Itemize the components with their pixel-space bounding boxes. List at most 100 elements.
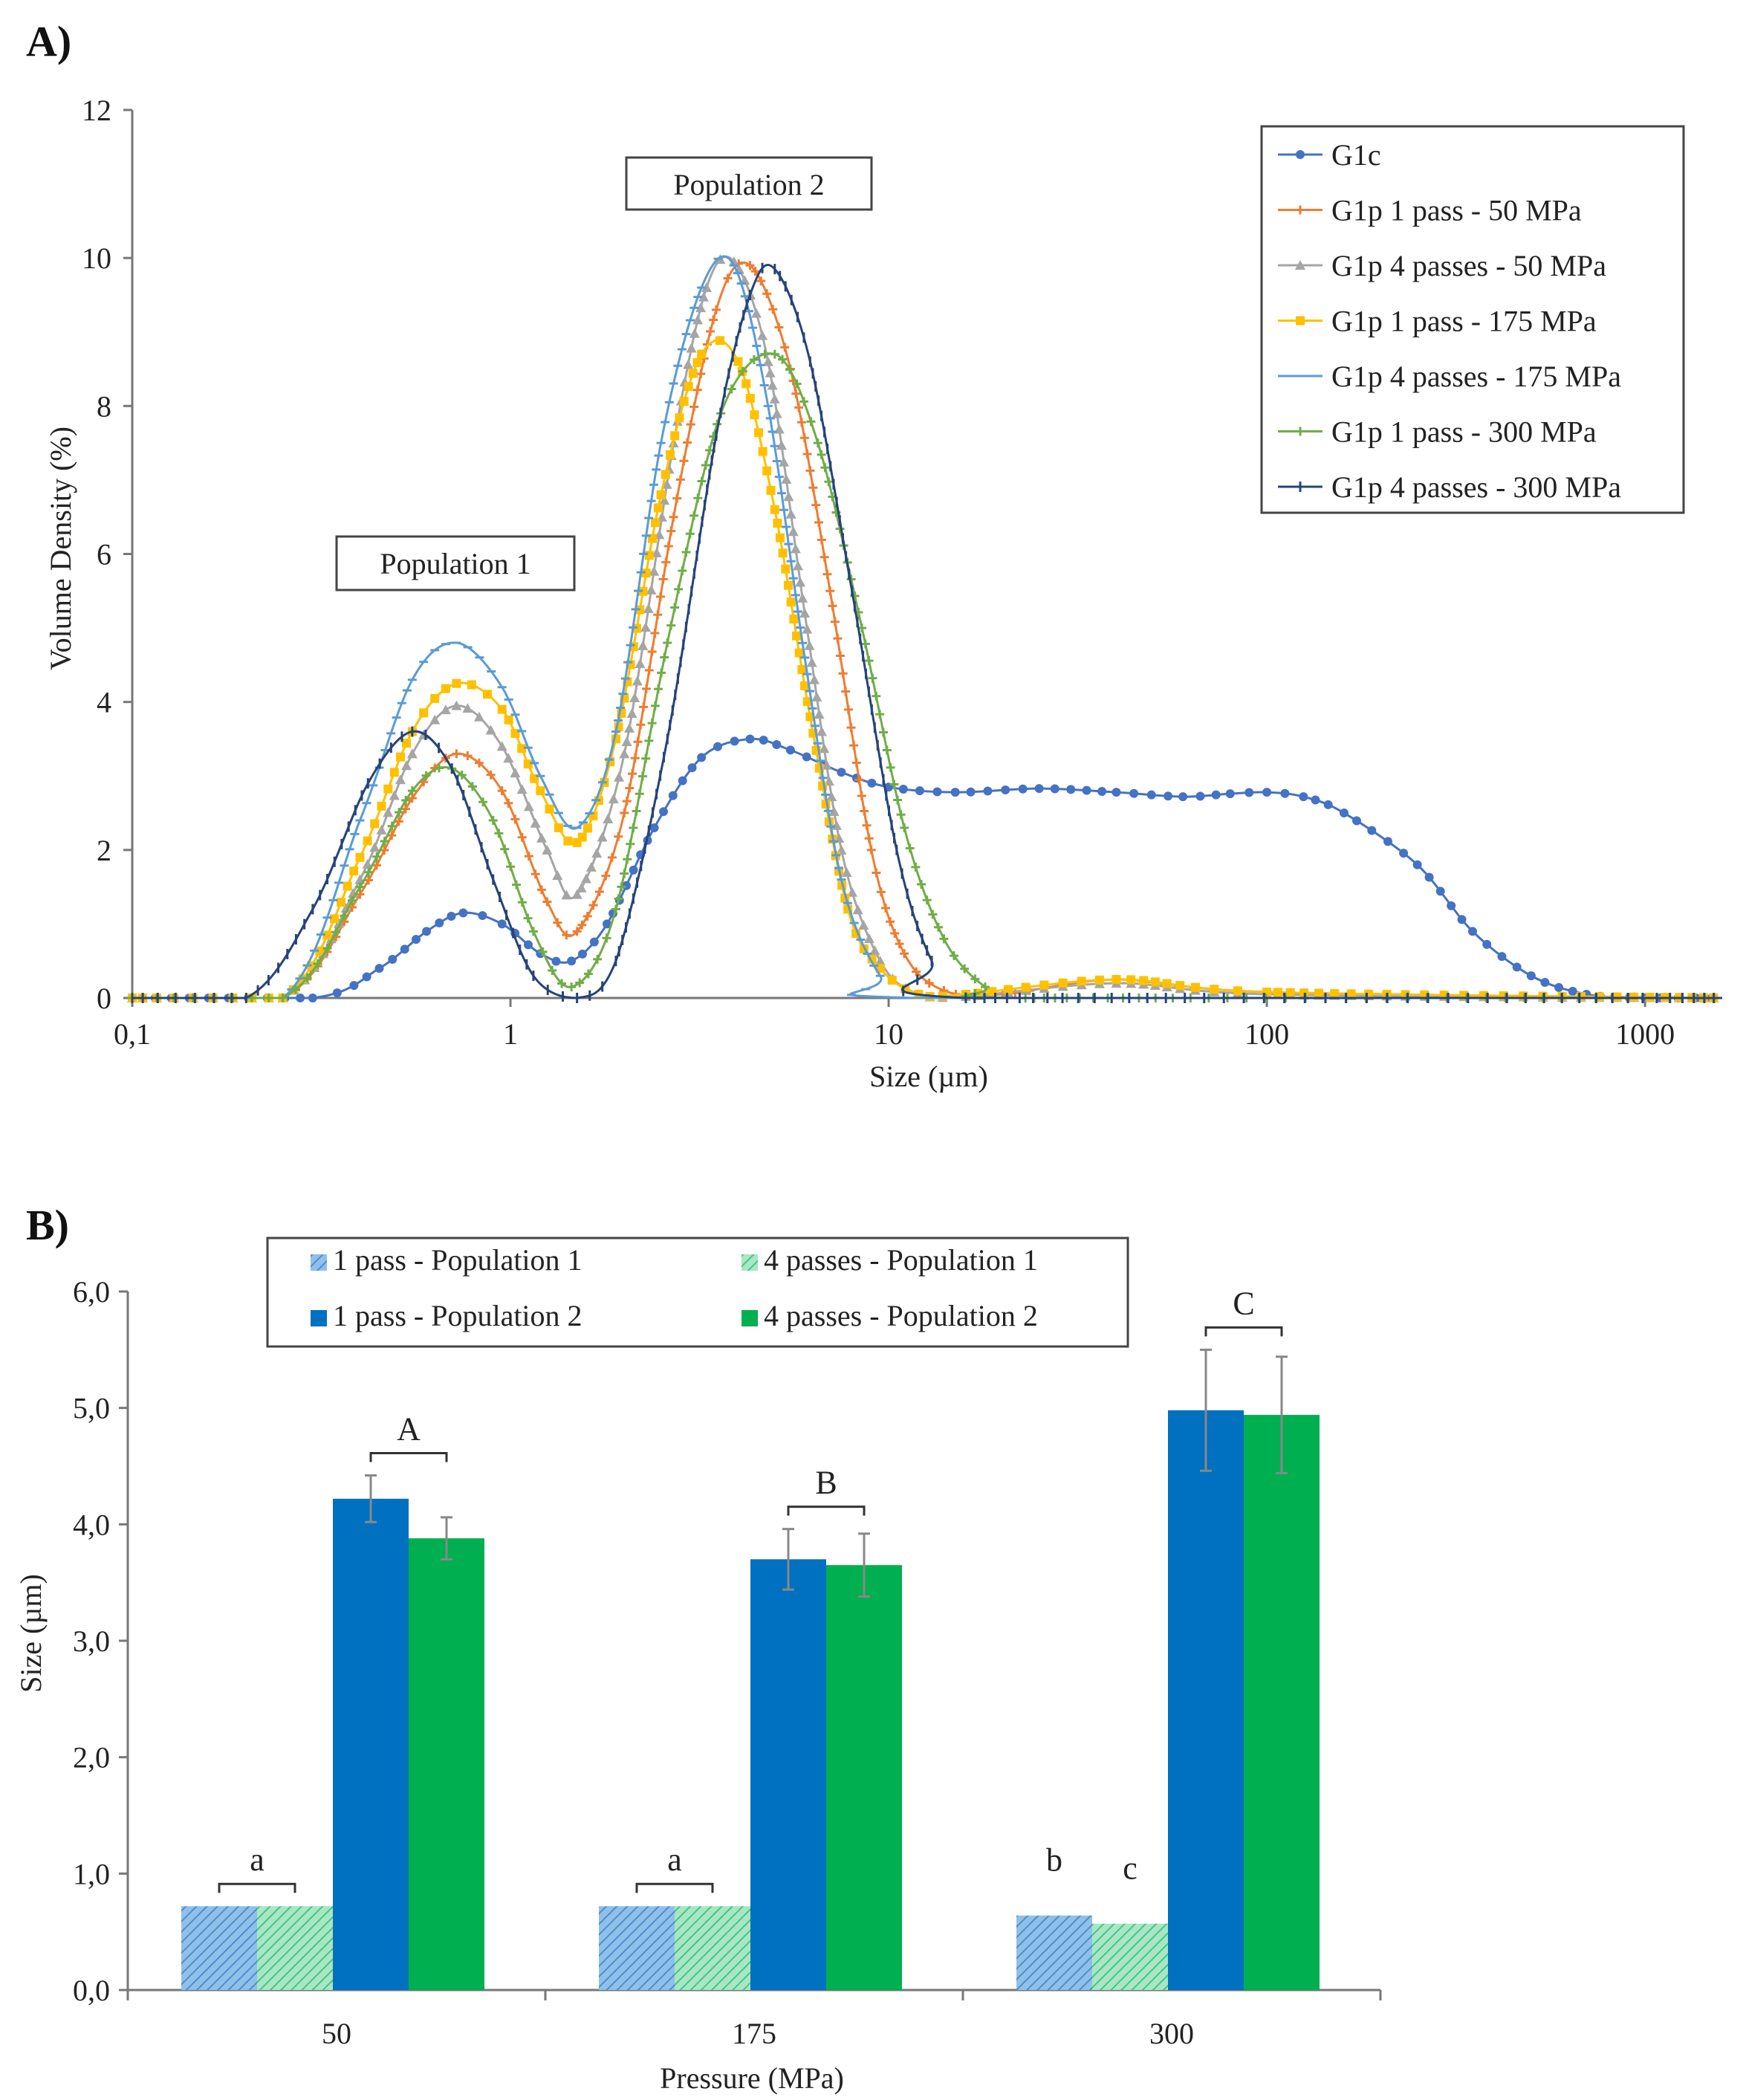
series-1-point (860, 806, 869, 816)
series-1-point (843, 704, 853, 714)
series-5-point (494, 829, 504, 838)
series-0-point (435, 918, 444, 927)
series-1-point (630, 754, 640, 763)
series-5-point (660, 652, 669, 662)
series-2-point (608, 794, 619, 804)
series-1-point (536, 885, 546, 895)
legend-label: 1 pass - Population 1 (333, 1243, 582, 1277)
series-1-point (524, 852, 533, 861)
series-5-point (488, 816, 498, 825)
series-3-point (322, 930, 332, 940)
series-1-point (799, 433, 809, 443)
series-3-point (762, 466, 772, 476)
series-3-point (773, 519, 782, 528)
series-2-point (852, 904, 863, 915)
series-0-point (1568, 987, 1577, 996)
series-1-point (675, 475, 685, 485)
significance-letter: A (397, 1411, 421, 1448)
series-3-point (776, 533, 785, 542)
series-2-point (771, 408, 782, 418)
series-1-point (686, 420, 695, 430)
series-3-point (430, 693, 440, 703)
series-5-point (738, 366, 747, 376)
series-3-point (797, 665, 807, 675)
series-5-point (875, 710, 885, 719)
series-5-point (364, 867, 374, 877)
series-2-point (440, 704, 451, 715)
series-5-point (980, 982, 990, 992)
series-2-point (751, 308, 762, 318)
series-5-point (617, 882, 626, 892)
series-3-point (1021, 982, 1031, 992)
series-0-point (730, 736, 739, 746)
series-5-point (528, 927, 538, 936)
series-1-point (400, 804, 410, 814)
series-5-point (666, 620, 676, 630)
series-3-point (679, 397, 689, 406)
series-1-point (452, 749, 461, 759)
series-3-point (1094, 975, 1104, 985)
legend-marker (1296, 150, 1305, 159)
series-2-point (591, 848, 603, 858)
series-2-point (561, 889, 572, 900)
series-2-point (429, 714, 441, 725)
series-3-point (1190, 982, 1200, 992)
series-1-point (692, 385, 702, 395)
series-1-point (846, 723, 856, 733)
series-5-point (380, 836, 389, 846)
series-0-point (1195, 791, 1205, 801)
series-1-point (862, 820, 872, 830)
series-3-point (363, 836, 372, 846)
series-5-point (799, 397, 809, 406)
panel-a-y-tick-label: 12 (82, 94, 111, 127)
panel-a-x-tick-label: 100 (1244, 1017, 1289, 1051)
series-3-point (770, 505, 779, 514)
significance-bracket (787, 1506, 866, 1516)
series-5-point (395, 808, 404, 817)
series-1-point (838, 669, 848, 678)
series-5-point (264, 994, 273, 1002)
series-5-point (917, 880, 926, 889)
series-1-point (641, 684, 651, 693)
series-0-point (649, 823, 659, 832)
series-5-point (928, 910, 938, 919)
series-2-point (516, 784, 528, 794)
series-5-point (457, 770, 467, 780)
series-1-point (588, 901, 598, 910)
series-1-point (851, 758, 861, 768)
series-0-point (1526, 971, 1536, 981)
panel-b-significance: a Aa Bb c C (218, 1285, 1283, 1893)
series-0-point (802, 752, 811, 762)
bar-300-series-0 (1016, 1915, 1092, 1990)
series-5-point (678, 565, 687, 575)
series-1-point (387, 831, 397, 840)
series-2-point (510, 768, 521, 778)
panel-b-x-tick-label: 50 (322, 2017, 351, 2050)
series-2-point (340, 903, 351, 913)
series-1-point (553, 918, 562, 927)
series-2-point (767, 380, 778, 390)
panel-b-y-tick-label: 1,0 (73, 1857, 110, 1890)
series-5-point (785, 365, 794, 375)
series-1-point (647, 647, 657, 657)
series-3-point (1210, 985, 1219, 994)
series-0-point (400, 944, 409, 954)
error-bar-50-series-2 (365, 1474, 377, 1523)
series-5-point (623, 855, 632, 864)
panel-a-y-tick-label: 10 (82, 242, 111, 275)
series-0-point (1082, 785, 1091, 795)
series-5-point (355, 882, 365, 892)
series-3-point (1314, 988, 1323, 998)
error-bar-300-series-2 (1200, 1348, 1212, 1472)
series-2-point (503, 753, 514, 763)
significance-letter: b (1046, 1842, 1062, 1879)
series-1-point (709, 315, 718, 325)
series-1-point (653, 610, 663, 620)
series-1-point (876, 887, 886, 897)
series-2-point (826, 791, 837, 802)
series-2-point (383, 807, 394, 817)
series-1-point (504, 798, 513, 808)
series-2-point (781, 473, 792, 484)
panel-b-x-axis-title: Pressure (MPa) (660, 2061, 844, 2095)
series-2-point (451, 700, 462, 710)
